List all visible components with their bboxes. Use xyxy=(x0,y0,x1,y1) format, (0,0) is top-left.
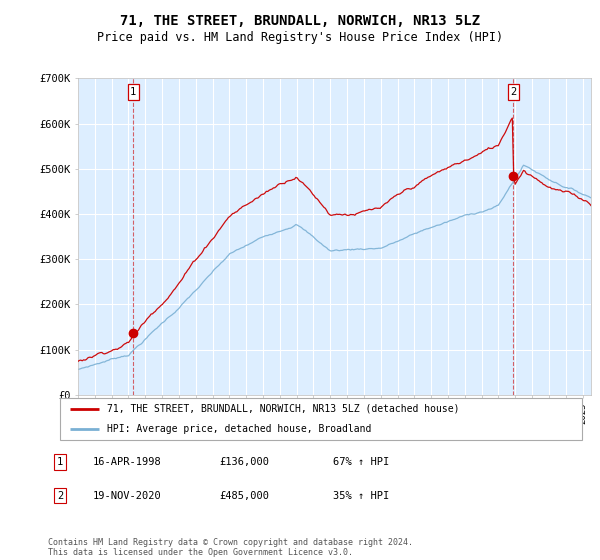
Text: 19-NOV-2020: 19-NOV-2020 xyxy=(93,491,162,501)
Text: 2: 2 xyxy=(57,491,63,501)
Text: 35% ↑ HPI: 35% ↑ HPI xyxy=(333,491,389,501)
Text: 71, THE STREET, BRUNDALL, NORWICH, NR13 5LZ (detached house): 71, THE STREET, BRUNDALL, NORWICH, NR13 … xyxy=(107,404,460,414)
Text: 1: 1 xyxy=(57,457,63,467)
Text: HPI: Average price, detached house, Broadland: HPI: Average price, detached house, Broa… xyxy=(107,424,371,434)
Text: Contains HM Land Registry data © Crown copyright and database right 2024.
This d: Contains HM Land Registry data © Crown c… xyxy=(48,538,413,557)
Text: 16-APR-1998: 16-APR-1998 xyxy=(93,457,162,467)
Text: £485,000: £485,000 xyxy=(219,491,269,501)
Text: 67% ↑ HPI: 67% ↑ HPI xyxy=(333,457,389,467)
Text: 2: 2 xyxy=(511,87,517,97)
Text: Price paid vs. HM Land Registry's House Price Index (HPI): Price paid vs. HM Land Registry's House … xyxy=(97,31,503,44)
Text: 1: 1 xyxy=(130,87,136,97)
Text: £136,000: £136,000 xyxy=(219,457,269,467)
Text: 71, THE STREET, BRUNDALL, NORWICH, NR13 5LZ: 71, THE STREET, BRUNDALL, NORWICH, NR13 … xyxy=(120,14,480,28)
